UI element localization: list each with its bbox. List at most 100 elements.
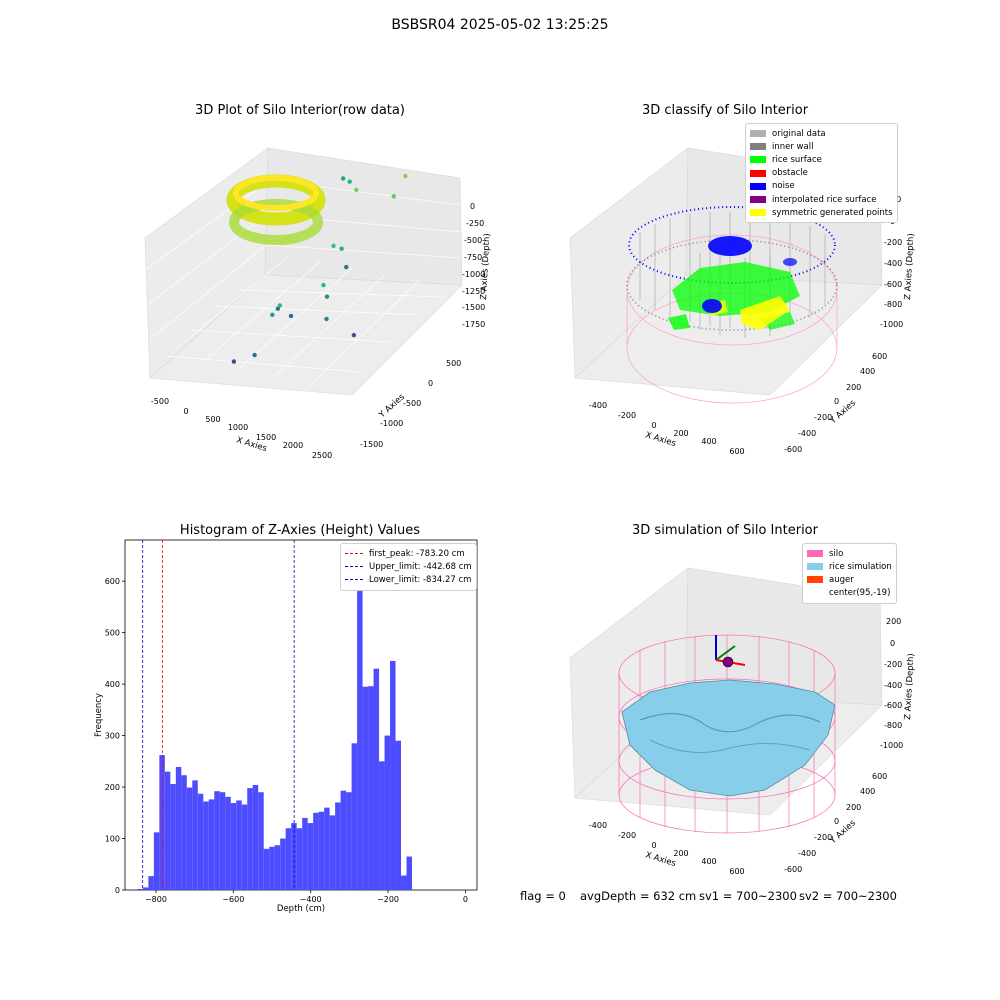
simulation-rice-surface — [621, 679, 836, 797]
histogram-bar — [241, 804, 248, 890]
histogram-bar — [153, 832, 160, 890]
histogram-bar — [329, 815, 336, 890]
raw-outlier-point — [324, 294, 330, 299]
histogram-bar — [148, 876, 154, 890]
raw-outlier-point — [347, 179, 352, 184]
raw-outlier-points — [231, 173, 408, 364]
simulation-x-axis: -400 -200 0 200 400 600 X Axies — [589, 821, 745, 876]
histogram-bar — [346, 792, 352, 890]
histogram-bar — [181, 775, 187, 890]
histogram-bar — [307, 823, 314, 890]
svg-text:0: 0 — [834, 397, 839, 406]
svg-text:0: 0 — [470, 202, 475, 211]
histogram-bar — [368, 686, 374, 890]
svg-text:-500: -500 — [464, 236, 482, 245]
histogram-bar — [324, 807, 330, 890]
histogram-bar — [142, 887, 149, 890]
svg-text:-1250: -1250 — [462, 287, 485, 296]
svg-text:-1500: -1500 — [462, 303, 485, 312]
svg-text:600: 600 — [872, 352, 887, 361]
svg-text:-500: -500 — [403, 399, 421, 408]
svg-text:0: 0 — [183, 407, 188, 416]
simulation-y-label: Y Axies — [828, 818, 859, 847]
svg-text:-800: -800 — [884, 721, 902, 730]
histogram-bar — [395, 740, 402, 890]
histogram-bar — [186, 787, 193, 890]
histogram-bar — [362, 686, 369, 890]
status-flag: flag = 0 — [520, 889, 566, 903]
raw-z-label: Z Axies (Depth) — [479, 233, 492, 300]
legend-entry-auger: auger — [807, 573, 892, 586]
histogram-bar — [373, 668, 380, 890]
raw-outlier-point — [252, 352, 257, 358]
svg-text:600: 600 — [872, 772, 887, 781]
svg-text:-400: -400 — [884, 259, 902, 268]
legend-entry-rice-surface: rice surface — [750, 153, 893, 166]
raw-outlier-point — [340, 176, 346, 181]
histogram-bar — [247, 788, 253, 890]
svg-text:-800: -800 — [884, 300, 902, 309]
classify-z-label: Z Axies (Depth) — [903, 233, 916, 300]
svg-text:-400: -400 — [798, 429, 816, 438]
svg-text:600: 600 — [729, 447, 744, 456]
histogram-bar — [170, 783, 176, 890]
svg-text:400: 400 — [701, 857, 716, 866]
svg-text:200: 200 — [673, 429, 688, 438]
svg-text:0: 0 — [834, 817, 839, 826]
legend-entry-rice-simulation: rice simulation — [807, 560, 892, 573]
svg-text:0: 0 — [651, 421, 656, 430]
histogram-title: Histogram of Z-Axies (Height) Values — [179, 523, 421, 538]
raw-outlier-point — [288, 313, 294, 319]
raw-outlier-point — [351, 332, 357, 338]
svg-text:200: 200 — [673, 849, 688, 858]
svg-text:-200: -200 — [618, 831, 636, 840]
classify-legend: original data inner wall rice surface ob… — [745, 123, 898, 224]
histogram-bar — [263, 848, 270, 890]
histogram-bar — [203, 801, 209, 890]
raw-outlier-point — [270, 312, 275, 318]
histogram-bar — [335, 802, 341, 890]
status-sv1: sv1 = 700~2300 — [699, 889, 797, 903]
svg-text:-200: -200 — [884, 660, 902, 669]
histogram-bar — [357, 560, 363, 890]
svg-text:2500: 2500 — [312, 451, 332, 460]
svg-text:200: 200 — [886, 617, 901, 626]
legend-entry-lower-limit: Lower_limit: -834.27 cm — [345, 573, 472, 586]
svg-text:0: 0 — [890, 639, 895, 648]
raw-outlier-point — [324, 316, 329, 322]
svg-text:-1500: -1500 — [360, 440, 383, 449]
svg-text:500: 500 — [446, 359, 461, 368]
legend-entry-noise: noise — [750, 180, 893, 193]
histogram-reference-lines — [142, 540, 295, 890]
histogram-bar — [258, 792, 264, 890]
raw-point-cloud-ring — [226, 174, 326, 245]
histogram-bar — [313, 812, 319, 890]
svg-text:400: 400 — [860, 787, 875, 796]
svg-text:2000: 2000 — [283, 441, 303, 450]
svg-text:-600: -600 — [884, 701, 902, 710]
histogram-x-tick-label: −800 — [145, 895, 167, 904]
svg-text:500: 500 — [205, 415, 220, 424]
histogram-bar — [236, 800, 242, 890]
classify-noise-clusters — [702, 236, 797, 313]
svg-text:-1000: -1000 — [380, 419, 403, 428]
svg-text:-200: -200 — [884, 238, 902, 247]
svg-text:1000: 1000 — [228, 423, 248, 432]
histogram-bar — [296, 828, 303, 890]
svg-text:0: 0 — [651, 841, 656, 850]
raw-outlier-point — [391, 194, 396, 199]
histogram-y-tick-label: 600 — [105, 577, 120, 586]
raw-outlier-point — [403, 173, 408, 179]
histogram-bar — [208, 799, 215, 890]
svg-text:400: 400 — [701, 437, 716, 446]
histogram-x-label: Depth (cm) — [277, 904, 325, 914]
svg-text:-200: -200 — [814, 413, 832, 422]
raw-outlier-point — [275, 306, 281, 311]
histogram-bar — [269, 846, 275, 890]
raw-outlier-point — [331, 243, 336, 249]
histogram-bar — [219, 792, 226, 890]
simulation-z-axis: 200 0 -200 -400 -600 -800 -1000 Z Axies … — [880, 617, 916, 750]
histogram-legend: first_peak: -783.20 cm Upper_limit: -442… — [340, 543, 477, 591]
histogram-bar — [214, 791, 220, 890]
